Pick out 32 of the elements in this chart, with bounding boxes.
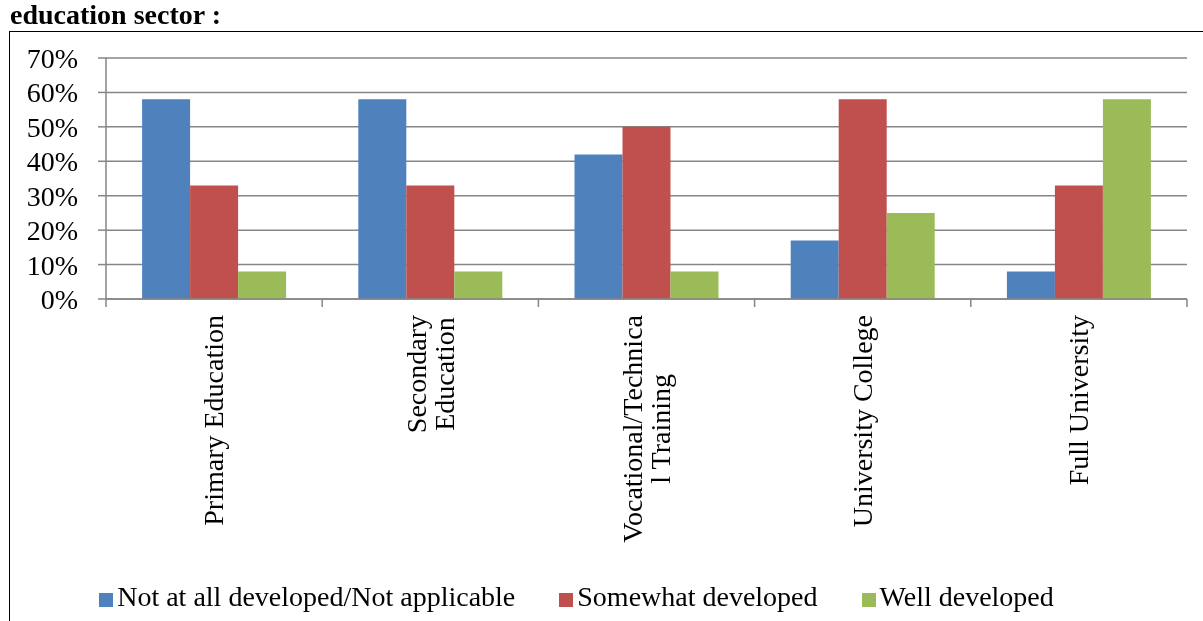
x-tick-label: Full University — [1063, 315, 1095, 486]
y-tick-label: 40% — [26, 146, 78, 178]
x-tick-label: University College — [846, 315, 878, 528]
y-tick-label: 50% — [26, 111, 78, 143]
bar — [358, 99, 407, 299]
bar — [574, 154, 623, 299]
legend-label: Well developed — [879, 581, 1054, 612]
bar — [406, 185, 455, 299]
bar — [1006, 271, 1055, 299]
x-tick-label: Secondary Education — [400, 315, 460, 434]
bar — [1054, 185, 1103, 299]
y-tick-label: 30% — [26, 180, 78, 212]
bar — [238, 271, 287, 299]
bar — [790, 240, 839, 299]
y-tick-label: 20% — [26, 215, 78, 247]
y-tick-label: 0% — [40, 283, 78, 315]
chart-title: education sector : — [10, 0, 221, 30]
bar — [454, 271, 503, 299]
bar — [1102, 99, 1151, 299]
x-tick-label: Vocational/Technica l Training — [616, 314, 676, 543]
bar — [622, 126, 671, 299]
bar — [886, 212, 935, 299]
bar — [838, 99, 887, 299]
legend-label: Somewhat developed — [577, 581, 818, 612]
y-tick-label: 10% — [26, 249, 78, 281]
bar — [142, 99, 191, 299]
bar — [670, 271, 719, 299]
x-tick-label: Primary Education — [198, 315, 230, 526]
legend-label: Not at all developed/Not applicable — [117, 581, 516, 612]
bar — [190, 185, 239, 299]
y-tick-label: 70% — [26, 42, 78, 74]
y-tick-label: 60% — [26, 77, 78, 109]
